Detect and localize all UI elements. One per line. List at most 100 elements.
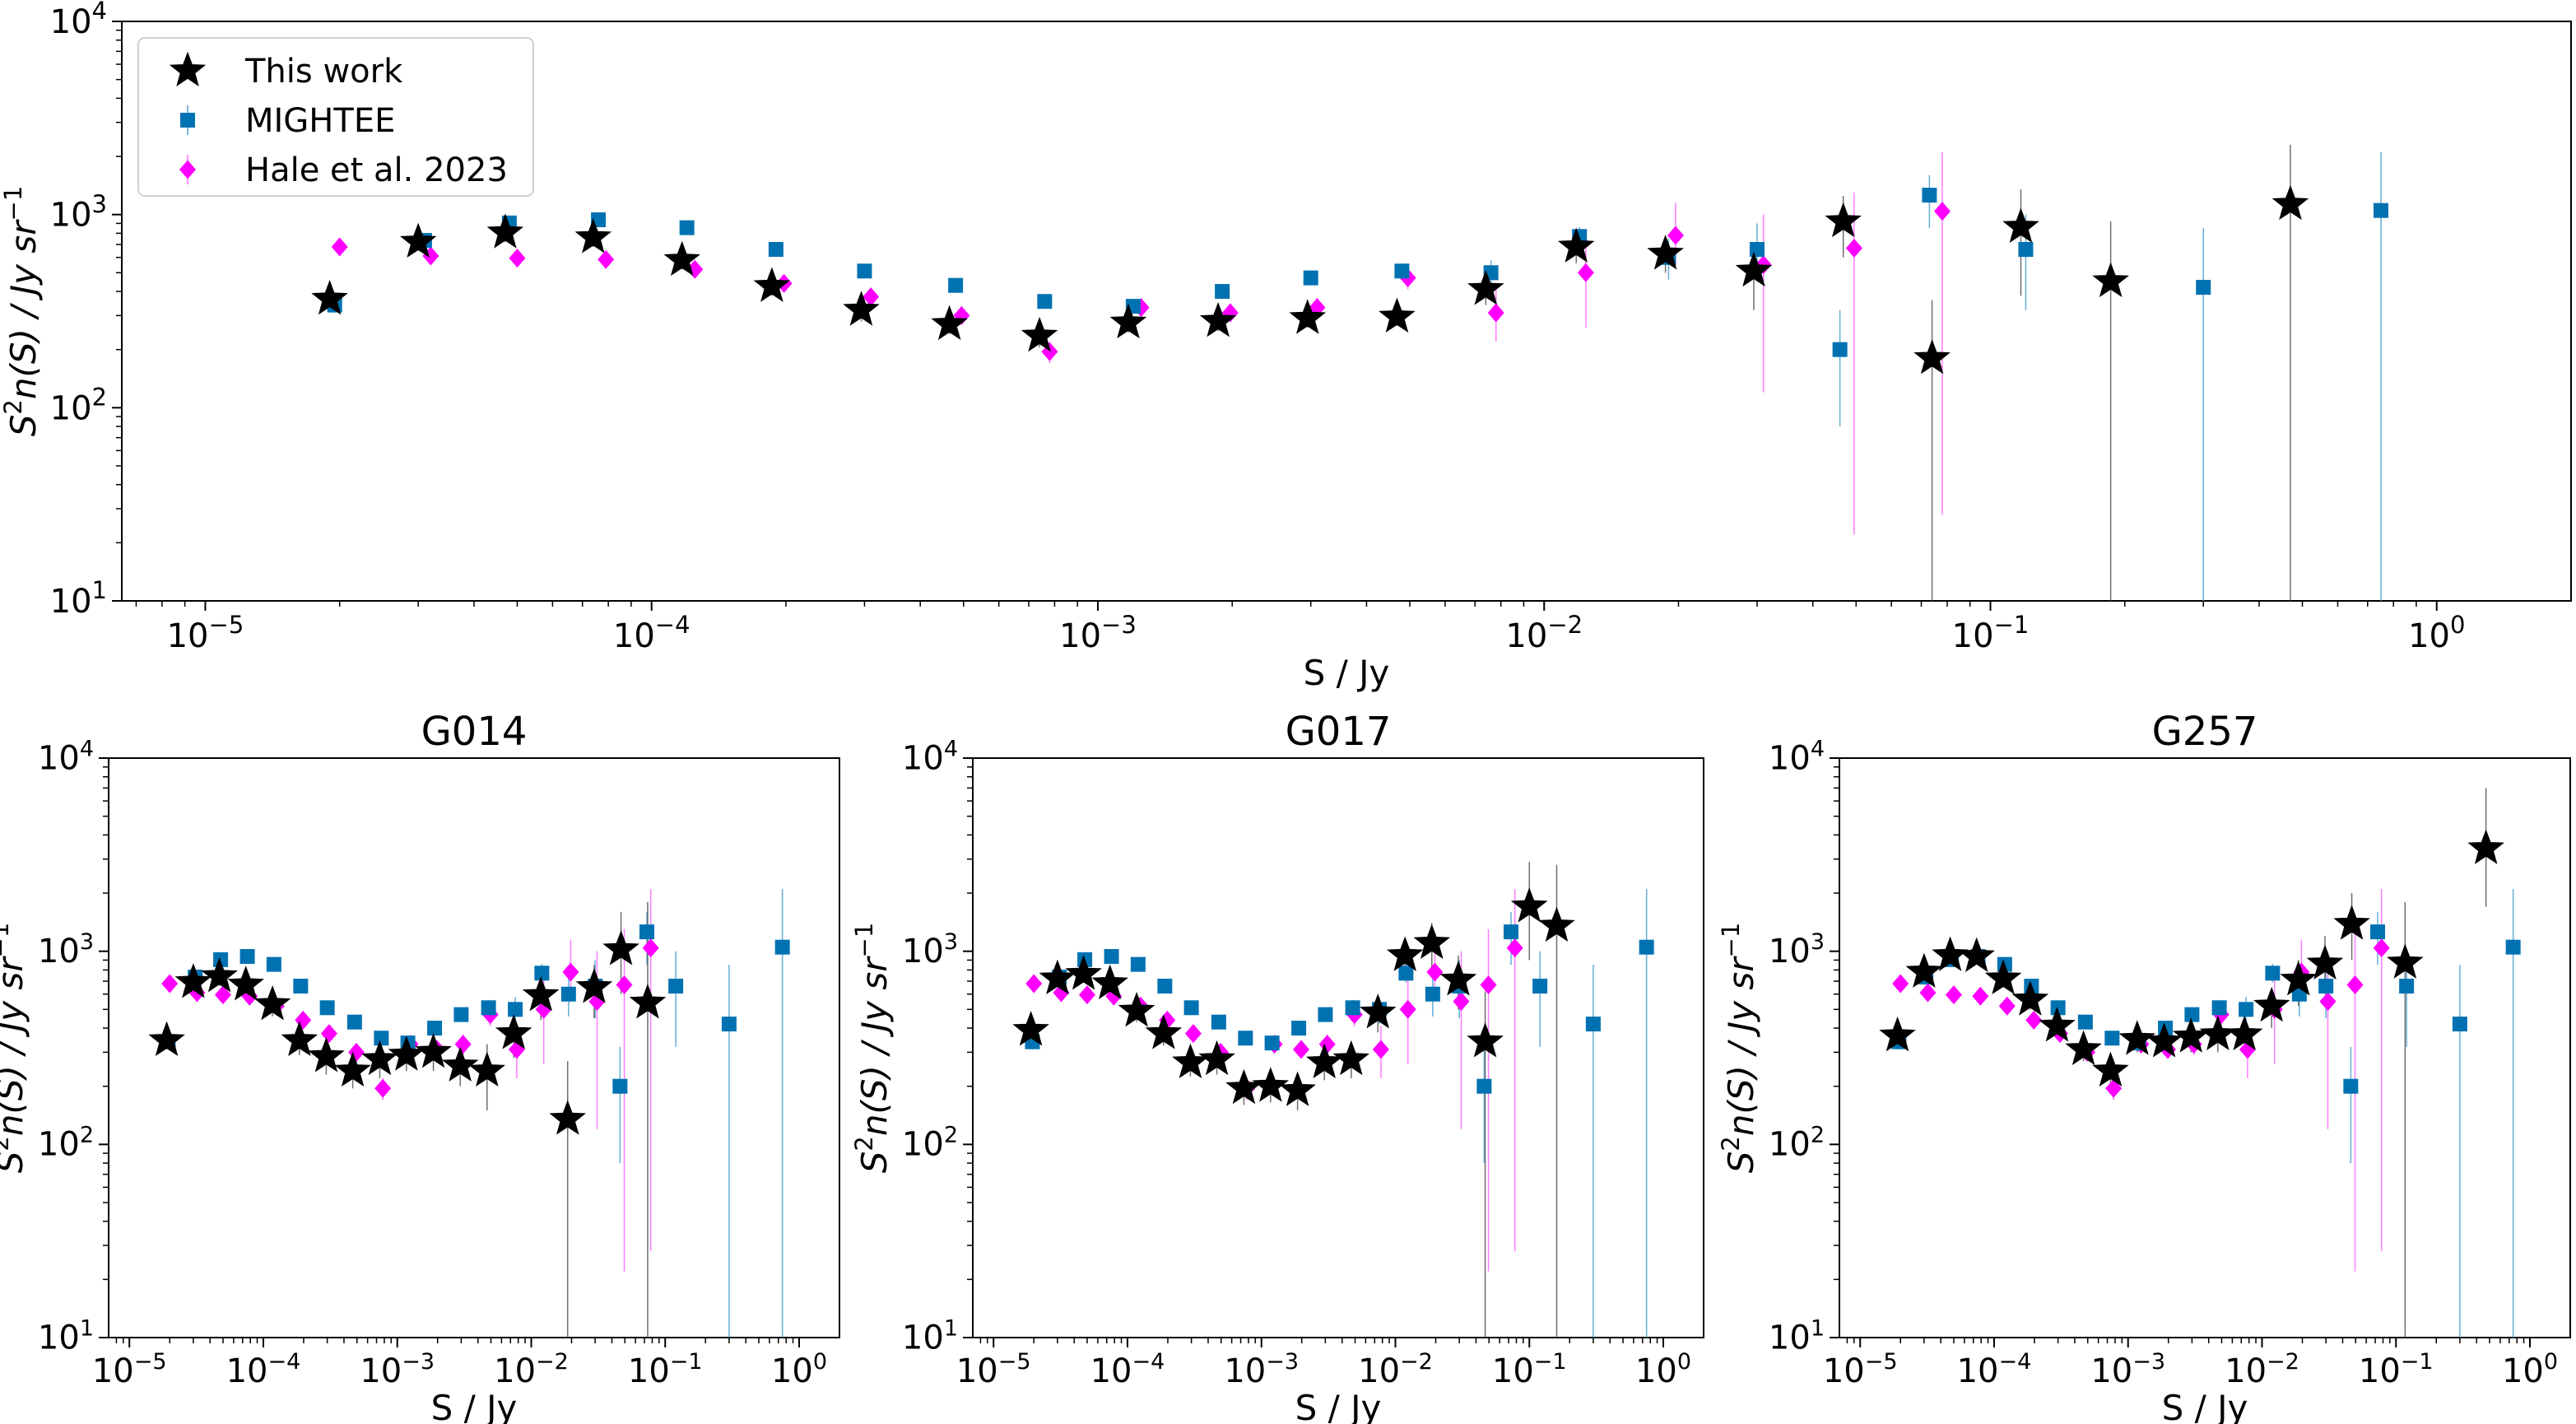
data-point-square: [2265, 966, 2281, 981]
data-point-square: [2239, 1002, 2254, 1017]
data-point-square: [1215, 284, 1230, 300]
data-point-star: [753, 267, 791, 302]
data-point-star: [1958, 937, 1995, 972]
data-point-star: [2280, 961, 2318, 996]
data-point-square: [534, 966, 550, 981]
y-tick-label: 101: [1769, 1315, 1825, 1357]
data-point-star: [361, 1040, 398, 1076]
data-point-square: [948, 277, 964, 293]
x-tick-label: 100: [2408, 611, 2465, 655]
data-point-square: [560, 986, 576, 1002]
data-point-square: [2050, 1000, 2066, 1016]
data-point-star: [2092, 262, 2129, 297]
y-tick-label: 103: [50, 190, 107, 235]
data-point-square: [1157, 979, 1173, 994]
data-point-star: [2225, 1015, 2263, 1050]
data-point-square: [612, 1078, 628, 1094]
data-point-square: [2370, 924, 2386, 940]
data-point-star: [1439, 961, 1477, 996]
legend-box: [137, 37, 534, 197]
data-point-star: [468, 1051, 506, 1087]
data-point-square: [2505, 939, 2521, 955]
data-point-diamond: [1892, 974, 1909, 994]
data-point-star: [1145, 1014, 1183, 1049]
data-point-star: [2253, 986, 2290, 1022]
data-point-square: [1183, 1000, 1199, 1016]
data-point-star: [663, 240, 700, 277]
data-point-square: [427, 1021, 443, 1036]
data-point-square: [1394, 263, 1410, 279]
legend-label: MIGHTEE: [245, 102, 395, 140]
data-point-diamond: [1399, 999, 1416, 1019]
data-point-star: [1289, 299, 1327, 334]
chart-g017: 10−5 10−4 10−3 10−2 10−1 100 101 102 103 104 S / J…: [850, 709, 1704, 1424]
x-tick-label: 100: [1635, 1349, 1691, 1390]
y-tick-label: 104: [902, 736, 958, 777]
data-point-star: [2118, 1020, 2156, 1055]
data-point-star: [1825, 202, 1862, 238]
data-point-star: [174, 963, 212, 998]
data-point-square: [2196, 280, 2211, 296]
x-axis-label: S / Jy: [2162, 1388, 2248, 1424]
data-point-diamond: [2025, 1010, 2043, 1030]
data-point-square: [213, 952, 229, 967]
data-point-star: [549, 1100, 587, 1135]
data-point-star: [602, 930, 639, 966]
chart-main: 10−5 10−4 10−3 10−2 10−1 100 101 102 103 104 S / J…: [0, 0, 2572, 693]
data-point-square: [266, 956, 281, 972]
plot-area: [148, 889, 790, 1338]
legend: This work MIGHTEE Hale et al. 2023: [137, 37, 534, 197]
data-point-star: [931, 305, 968, 341]
chart-g014: 10−5 10−4 10−3 10−2 10−1 100 101 102 103 104 S / J…: [0, 709, 840, 1424]
plot-frame: [1839, 757, 2571, 1338]
data-point-star: [148, 1021, 185, 1057]
y-tick-label: 104: [50, 0, 107, 41]
y-tick-label: 102: [902, 1123, 958, 1164]
x-tick-label: 10−1: [1492, 1349, 1567, 1390]
data-point-star: [1279, 1071, 1316, 1106]
data-point-star: [227, 966, 264, 1001]
data-point-star: [522, 975, 560, 1012]
data-point-diamond: [1184, 1024, 1202, 1044]
data-point-diamond: [2346, 975, 2364, 994]
y-axis-label: S2n(S) / Jy sr−1: [850, 923, 895, 1174]
data-point-square: [239, 948, 255, 964]
data-point-square: [346, 1014, 362, 1030]
data-point-diamond: [161, 974, 179, 994]
data-point-diamond: [1078, 985, 1095, 1005]
y-axis-label: S2n(S) / Jy sr−1: [1717, 923, 1761, 1174]
data-point-diamond: [2373, 938, 2390, 958]
data-point-star: [1913, 338, 1951, 375]
data-point-star: [311, 279, 348, 315]
chart-title: G257: [2152, 709, 2258, 755]
data-point-star: [1932, 936, 1969, 971]
data-point-diamond: [1933, 202, 1951, 221]
data-point-diamond: [1426, 962, 1444, 982]
data-point-star: [1879, 1016, 1916, 1052]
data-point-diamond: [1487, 303, 1504, 323]
data-point-diamond: [1577, 263, 1594, 282]
data-point-star: [2387, 943, 2424, 979]
x-tick-label: 100: [2502, 1349, 2558, 1390]
data-point-star: [1199, 301, 1237, 337]
data-point-star: [1198, 1040, 1235, 1076]
x-tick-label: 10−4: [226, 1349, 301, 1390]
x-tick-label: 10−2: [1358, 1349, 1433, 1390]
chart-title: G014: [421, 709, 528, 755]
data-point-diamond: [598, 249, 615, 269]
data-point-star: [1467, 270, 1504, 305]
x-tick-label: 10−3: [360, 1349, 435, 1390]
data-point-star: [441, 1046, 479, 1082]
x-tick-label: 10−4: [1090, 1349, 1165, 1390]
x-tick-label: 10−1: [1952, 611, 2030, 655]
legend-label: Hale et al. 2023: [245, 151, 508, 189]
data-point-star: [1091, 964, 1128, 999]
data-point-star: [281, 1021, 319, 1057]
data-point-star: [1332, 1040, 1370, 1076]
x-axis-label: S / Jy: [431, 1388, 518, 1424]
plot-frame: [108, 757, 840, 1338]
data-point-square: [2452, 1017, 2467, 1032]
data-point-diamond: [331, 237, 348, 257]
y-axis-label: S2n(S) / Jy sr−1: [0, 923, 30, 1174]
